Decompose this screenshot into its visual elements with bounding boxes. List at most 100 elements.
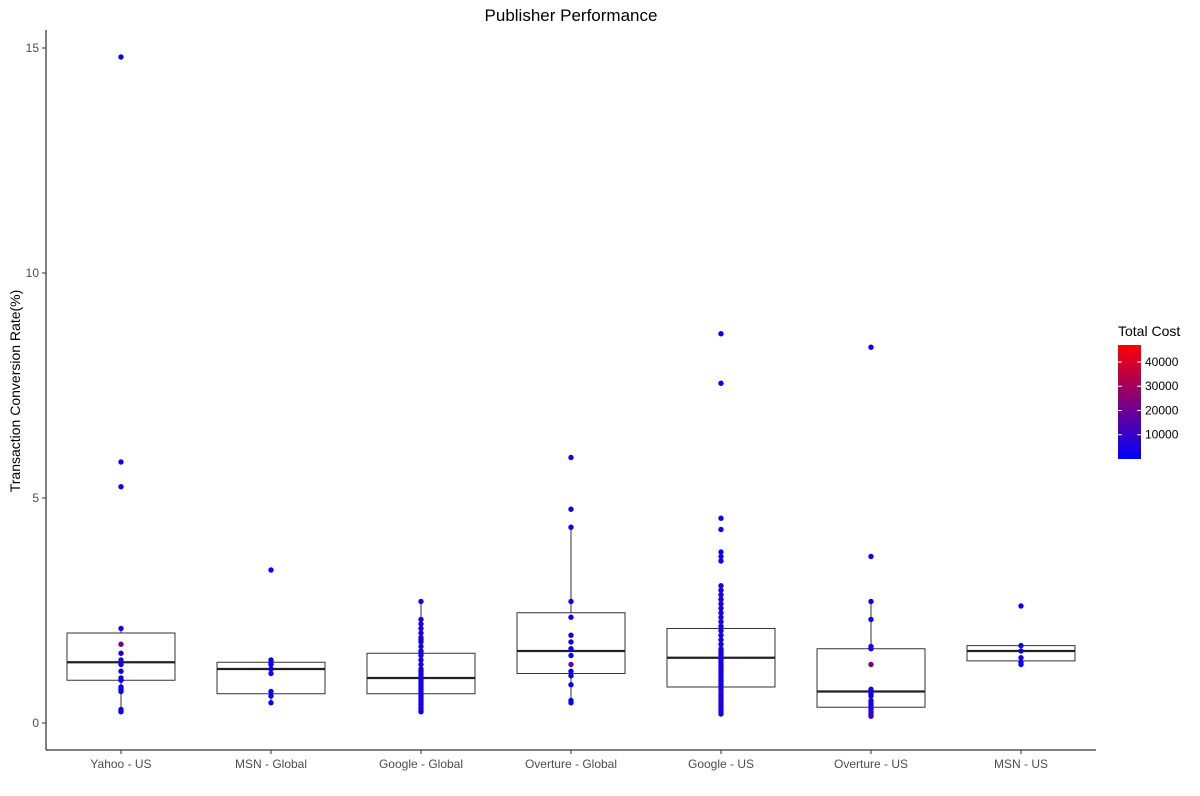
data-point: [118, 54, 124, 60]
data-point: [718, 587, 724, 593]
data-point: [568, 524, 574, 530]
x-tick-label: Google - Global: [379, 757, 463, 771]
data-point: [718, 605, 724, 611]
data-point: [868, 693, 874, 699]
data-point: [568, 598, 574, 605]
data-point: [718, 637, 724, 643]
data-point: [868, 344, 874, 350]
data-point: [118, 668, 124, 674]
data-point: [718, 628, 724, 634]
legend-label: 40000: [1145, 355, 1179, 369]
data-point: [118, 625, 124, 632]
y-tick-label: 15: [26, 41, 40, 55]
legend-label: 10000: [1145, 428, 1179, 442]
data-point: [118, 641, 124, 647]
data-point: [118, 484, 124, 490]
data-point: [418, 639, 424, 645]
data-point: [418, 625, 424, 632]
data-point: [868, 646, 874, 652]
data-point: [418, 616, 424, 623]
data-point: [568, 700, 574, 706]
data-point: [418, 709, 424, 715]
data-point: [568, 668, 574, 674]
data-point: [118, 459, 124, 465]
x-tick-label: MSN - US: [994, 757, 1048, 771]
data-point: [868, 553, 874, 560]
data-point: [1018, 642, 1024, 649]
data-point: [718, 515, 724, 521]
data-point: [418, 652, 424, 659]
legend-label: 30000: [1145, 379, 1179, 393]
data-point: [568, 646, 574, 652]
chart-title: Publisher Performance: [485, 6, 658, 25]
data-point: [718, 596, 724, 602]
data-point: [718, 331, 724, 337]
data-point: [868, 616, 874, 623]
data-point: [418, 643, 424, 650]
x-tick-label: Overture - Global: [525, 757, 617, 771]
data-point: [718, 711, 724, 717]
legend-title: Total Cost: [1118, 323, 1180, 339]
y-axis-title: Transaction Conversion Rate(%): [7, 290, 23, 493]
data-point: [568, 639, 574, 645]
data-point: [718, 553, 724, 560]
y-tick-label: 10: [26, 266, 40, 280]
data-point: [268, 670, 274, 677]
data-point: [718, 549, 724, 555]
data-point: [568, 682, 574, 688]
data-point: [118, 650, 124, 656]
data-point: [568, 614, 574, 620]
data-point: [418, 661, 424, 668]
data-point: [718, 380, 724, 386]
data-point: [718, 526, 724, 533]
data-point: [718, 641, 724, 647]
data-point: [1018, 661, 1024, 668]
data-point: [418, 657, 424, 663]
data-point: [718, 619, 724, 625]
data-point: [568, 632, 574, 638]
data-point: [118, 709, 124, 715]
x-tick-label: Overture - US: [834, 757, 908, 771]
data-point: [418, 630, 424, 636]
data-point: [118, 688, 124, 695]
data-point: [268, 688, 274, 695]
data-point: [718, 592, 724, 598]
data-point: [418, 621, 424, 627]
data-point: [718, 601, 724, 607]
data-point: [868, 713, 874, 719]
data-point: [268, 567, 274, 573]
legend-colorbar: [1118, 345, 1141, 459]
data-point: [568, 454, 574, 461]
data-point: [718, 623, 724, 629]
data-point: [868, 661, 874, 668]
data-point: [268, 661, 274, 668]
data-point: [568, 673, 574, 679]
data-point: [718, 558, 724, 564]
x-tick-label: Yahoo - US: [90, 757, 151, 771]
legend-label: 20000: [1145, 403, 1179, 417]
y-tick-label: 5: [32, 491, 39, 505]
data-point: [718, 614, 724, 620]
data-point: [118, 677, 124, 683]
data-point: [568, 506, 574, 512]
data-point: [718, 583, 724, 589]
data-point: [568, 661, 574, 668]
x-tick-label: MSN - Global: [235, 757, 307, 771]
data-point: [1018, 603, 1024, 609]
data-point: [268, 666, 274, 672]
x-tick-label: Google - US: [688, 757, 754, 771]
data-point: [118, 657, 124, 663]
data-point: [418, 598, 424, 605]
legend: Total Cost 10000 20000 30000 40000: [1118, 323, 1180, 459]
data-point: [118, 661, 124, 668]
plot-area: 0 5 10 15 Yahoo - US MSN - Global Google - Glo…: [26, 30, 1096, 771]
y-tick-label: 0: [32, 716, 39, 730]
data-point: [868, 598, 874, 605]
data-point: [268, 693, 274, 699]
data-point: [1018, 648, 1024, 654]
data-point: [718, 632, 724, 638]
data-point: [268, 700, 274, 706]
data-point: [1018, 655, 1024, 661]
data-point: [718, 610, 724, 616]
